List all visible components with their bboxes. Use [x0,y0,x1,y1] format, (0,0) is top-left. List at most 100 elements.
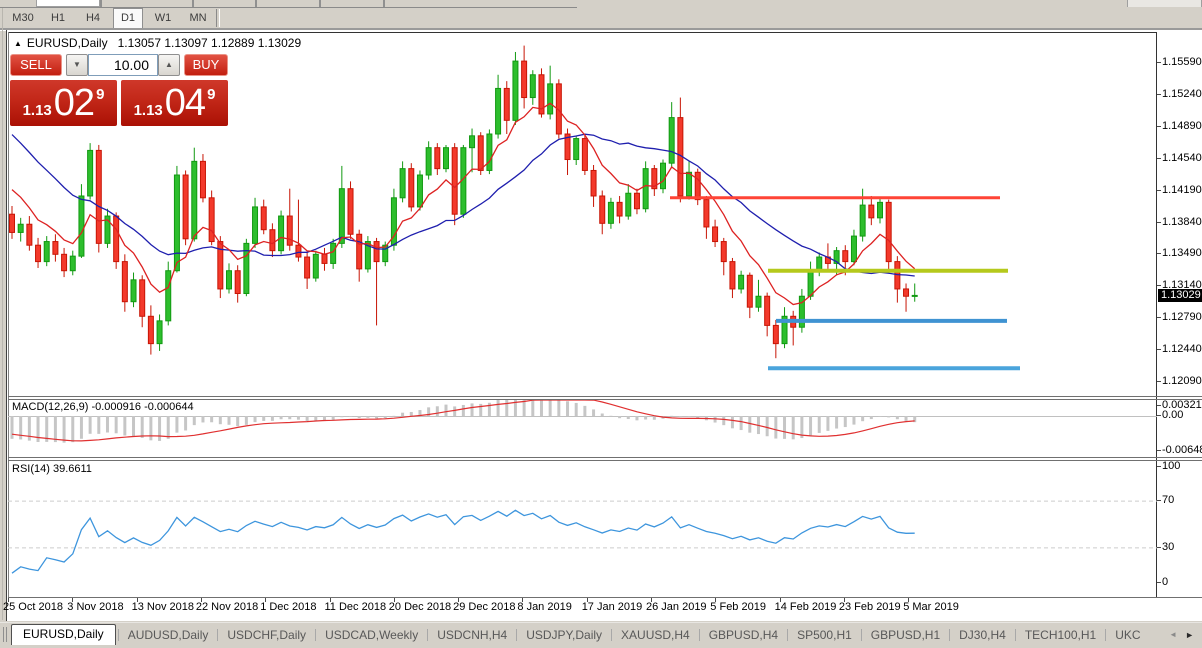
current-price-badge: 1.13029 [1158,289,1202,302]
window-tab-audusd[interactable]: AUDUSD,Daily [127,627,209,642]
buy-price-tile[interactable]: 1.13 04 9 [121,80,228,126]
price-axis-tick: 1.14190 [1162,183,1202,196]
buy-button[interactable]: BUY [184,54,228,76]
collapse-triangle-icon[interactable]: ▲ [14,39,22,48]
tab-separator [427,628,429,641]
time-axis-label: 17 Jan 2019 [581,601,643,613]
sell-button[interactable]: SELL [10,54,62,76]
scroll-left-icon[interactable]: ◄ [1169,630,1178,639]
price-axis-tick: 1.12440 [1162,343,1202,356]
volume-input[interactable] [88,54,158,76]
time-axis-tickmark [715,598,717,602]
window-tab-usdcnh[interactable]: USDCNH,H4 [437,627,508,642]
time-axis-tickmark [8,598,9,602]
volume-increase-button[interactable]: ▲ [158,54,180,76]
time-axis-tickmark [200,598,202,602]
triangle-down-icon: ▼ [73,60,81,69]
sell-price-tile[interactable]: 1.13 02 9 [10,80,117,126]
price-axis-tickmark [1157,349,1161,351]
indicator-axis-tickmark [1157,582,1161,583]
time-axis-label: 29 Dec 2018 [453,601,516,613]
volume-decrease-button[interactable]: ▼ [66,54,88,76]
buy-price-sup: 9 [207,85,216,103]
top-toolbar-fragment [36,0,100,7]
timeframe-button-h1[interactable]: H1 [50,12,66,24]
timeframe-button-w1[interactable]: W1 [154,12,172,24]
pane-separator [8,597,1202,598]
price-axis-tick: 1.13140 [1162,279,1202,292]
one-click-trading-panel: SELL ▼ ▲ BUY 1.13 02 9 1.13 04 9 [10,54,228,126]
top-toolbar-tick [100,0,102,7]
time-axis-tickmark [393,598,395,602]
sell-price-prefix: 1.13 [22,101,52,119]
window-tab-usdjpy[interactable]: USDJPY,Daily [526,627,603,642]
indicator-axis-tick: 70 [1162,494,1175,506]
tabbar-grip [3,627,4,642]
time-axis-tickmark [586,598,588,602]
time-axis-label: 1 Dec 2018 [260,601,317,613]
window-tab-bar: EURUSD,Daily AUDUSD,Daily USDCHF,Daily USDC… [0,622,1202,646]
indicator-axis-tickmark [1157,415,1161,416]
time-axis-label: 14 Feb 2019 [774,601,837,613]
top-toolbar-tick [192,0,194,7]
timeframe-button-h4[interactable]: H4 [85,12,101,24]
sell-price-big: 02 [53,81,95,124]
pane-separator [8,399,1202,400]
top-toolbar-tick [255,0,257,7]
window-tab-usdchf[interactable]: USDCHF,Daily [227,627,307,642]
window-tab-sp500[interactable]: SP500,H1 [797,627,852,642]
window-tab-xauusd[interactable]: XAUUSD,H4 [621,627,690,642]
window-left-edge [2,8,3,620]
tab-separator [787,628,789,641]
tab-separator [516,628,518,641]
price-axis-tickmark [1157,317,1161,319]
window-tab-tech100[interactable]: TECH100,H1 [1024,627,1097,642]
pane-separator [8,460,1202,461]
price-axis-tick: 1.15240 [1162,87,1202,100]
window-tab-eurusd[interactable]: EURUSD,Daily [11,623,116,646]
price-axis-tickmark [1157,285,1161,287]
chart-symbol-label: EURUSD,Daily [26,36,108,50]
tab-separator [315,628,317,641]
price-axis-tick: 1.15590 [1162,56,1202,68]
chart-ohlc-values: 1.13057 1.13097 1.12889 1.13029 [117,36,302,50]
time-axis-label: 25 Oct 2018 [3,601,63,613]
price-chart-canvas[interactable] [8,32,1157,602]
chart-header: ▲ EURUSD,Daily 1.13057 1.13097 1.12889 1.1… [14,36,301,50]
window-tab-dj30[interactable]: DJ30,H4 [959,627,1006,642]
tab-separator [860,628,862,641]
window-tab-gbpusd[interactable]: GBPUSD,H1 [870,627,941,642]
time-axis-tickmark [72,598,74,602]
indicator-axis-tickmark [1157,500,1161,501]
macd-label: MACD(12,26,9) -0.000916 -0.000644 [12,401,194,413]
scroll-right-icon[interactable]: ► [1185,629,1194,640]
indicator-axis-tickmark [1157,450,1161,451]
price-axis-tick: 1.14890 [1162,119,1202,132]
tab-scroll-arrows: ◄ ► [1169,630,1202,640]
price-axis-tick: 1.12790 [1162,311,1202,324]
window-tab-ukc[interactable]: UKC [1115,627,1141,642]
indicator-axis-tickmark [1157,466,1161,467]
rsi-label: RSI(14) 39.6611 [12,463,92,475]
timeframe-button-mn[interactable]: MN [189,12,207,24]
time-axis-tickmark [779,598,781,602]
toolbar-separator [216,9,220,27]
window-tab-usdcad[interactable]: USDCAD,Weekly [325,627,419,642]
timeframe-button-d1[interactable]: D1 [113,8,143,29]
price-axis-tick: 1.12090 [1162,375,1202,387]
window-tab-gbpusd[interactable]: GBPUSD,H4 [708,627,779,642]
price-axis-tickmark [1157,381,1161,382]
time-axis-label: 3 Nov 2018 [67,601,124,613]
tab-separator [1105,628,1107,641]
sell-price-sup: 9 [96,85,105,103]
tab-separator [611,628,613,641]
time-axis-label: 11 Dec 2018 [324,601,387,613]
top-toolbar-tick [383,0,385,7]
top-toolbar-edge [0,7,577,8]
buy-price-prefix: 1.13 [133,101,163,119]
timeframe-button-m30[interactable]: M30 [12,12,34,24]
indicator-axis-tick: 100 [1162,460,1181,472]
time-axis-tickmark [136,598,138,602]
time-axis-tickmark [651,598,652,602]
time-axis-label: 8 Jan 2019 [517,601,572,613]
